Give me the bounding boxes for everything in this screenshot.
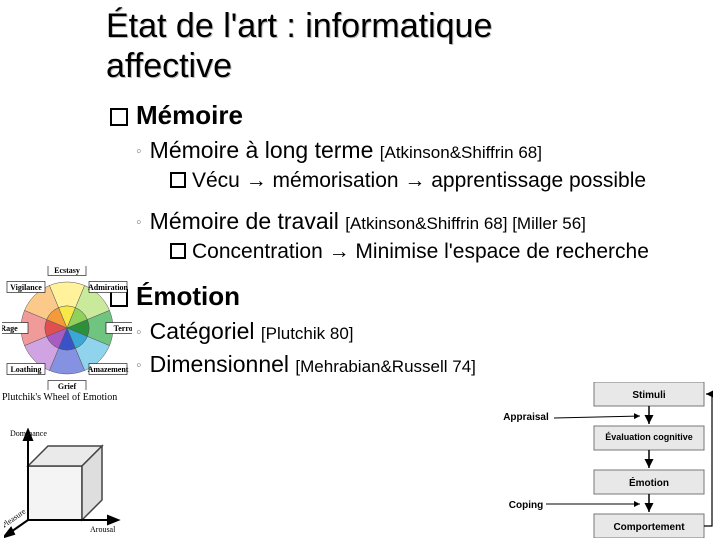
item-categoriel: ◦ Catégoriel [Plutchik 80] bbox=[136, 318, 690, 345]
square-bullet-icon bbox=[170, 243, 186, 259]
svg-text:Terror: Terror bbox=[114, 324, 132, 333]
lbl-appraisal: Appraisal bbox=[503, 412, 549, 423]
lbl-eval: Évaluation cognitive bbox=[605, 432, 693, 442]
h1-memoire: Mémoire bbox=[110, 100, 690, 131]
axis-dominance: Dominance bbox=[10, 429, 47, 438]
h1-emotion-text: Émotion bbox=[136, 281, 240, 311]
lbl-emotion: Émotion bbox=[629, 476, 669, 489]
item-dimensionnel: ◦ Dimensionnel [Mehrabian&Russell 74] bbox=[136, 351, 690, 378]
circle-bullet-icon: ◦ bbox=[136, 357, 142, 374]
cat-ref: [Plutchik 80] bbox=[261, 324, 354, 343]
mlt-ref: [Atkinson&Shiffrin 68] bbox=[380, 143, 542, 162]
h1-memoire-text: Mémoire bbox=[136, 100, 243, 130]
content-block: Mémoire ◦ Mémoire à long terme [Atkinson&… bbox=[110, 100, 690, 382]
mt-text: Mémoire de travail bbox=[150, 208, 346, 234]
slide-container: État de l'art : informatique affective M… bbox=[0, 0, 720, 540]
item-memoire-travail-sub: Concentration → Minimise l'espace de rec… bbox=[170, 239, 690, 265]
h1-emotion: Émotion bbox=[110, 281, 690, 312]
title-line2: affective bbox=[106, 47, 232, 85]
mlt-text: Mémoire à long terme bbox=[150, 137, 380, 163]
item-memoire-travail: ◦ Mémoire de travail [Atkinson&Shiffrin 6… bbox=[136, 208, 690, 235]
square-bullet-icon bbox=[110, 108, 128, 126]
dim-ref: [Mehrabian&Russell 74] bbox=[295, 357, 475, 376]
appraisal-diagram: Stimuli Évaluation cognitive Émotion Com… bbox=[454, 382, 716, 538]
dim-text: Dimensionnel bbox=[150, 351, 296, 377]
dimension-cube: Dominance Arousal Pleasure bbox=[4, 428, 122, 538]
svg-text:Vigilance: Vigilance bbox=[10, 283, 42, 292]
svg-text:Admiration: Admiration bbox=[88, 283, 129, 292]
svg-text:Amazement: Amazement bbox=[88, 365, 129, 374]
circle-bullet-icon: ◦ bbox=[136, 143, 142, 160]
lbl-stimuli: Stimuli bbox=[632, 390, 666, 401]
circle-bullet-icon: ◦ bbox=[136, 324, 142, 341]
plutchik-wheel-svg: Ecstasy Admiration Terror Amazement Grief Loa… bbox=[2, 266, 132, 390]
appraisal-svg: Stimuli Évaluation cognitive Émotion Com… bbox=[454, 382, 716, 538]
svg-text:Ecstasy: Ecstasy bbox=[54, 266, 80, 275]
plutchik-wheel: Ecstasy Admiration Terror Amazement Grief Loa… bbox=[2, 266, 132, 403]
mt-ref: [Atkinson&Shiffrin 68] [Miller 56] bbox=[345, 214, 586, 233]
slide-title: État de l'art : informatique affective bbox=[106, 6, 492, 86]
title-line1: État de l'art : informatique bbox=[106, 7, 492, 45]
cube-svg: Dominance Arousal Pleasure bbox=[4, 428, 122, 538]
lbl-comport: Comportement bbox=[613, 522, 685, 533]
svg-text:Loathing: Loathing bbox=[10, 365, 41, 374]
cat-text: Catégoriel bbox=[150, 318, 261, 344]
svg-text:Grief: Grief bbox=[58, 382, 77, 390]
lbl-coping: Coping bbox=[509, 500, 543, 511]
plutchik-caption: Plutchik's Wheel of Emotion bbox=[2, 392, 132, 403]
mt-sub: Concentration → Minimise l'espace de rec… bbox=[192, 240, 649, 263]
axis-pleasure: Pleasure bbox=[4, 506, 28, 529]
axis-arousal: Arousal bbox=[90, 525, 116, 534]
item-memoire-long: ◦ Mémoire à long terme [Atkinson&Shiffrin… bbox=[136, 137, 690, 164]
circle-bullet-icon: ◦ bbox=[136, 214, 142, 231]
svg-text:Rage: Rage bbox=[2, 324, 18, 333]
mlt-sub: Vécu → mémorisation → apprentissage poss… bbox=[192, 169, 646, 192]
square-bullet-icon bbox=[170, 172, 186, 188]
item-memoire-long-sub: Vécu → mémorisation → apprentissage poss… bbox=[170, 168, 690, 194]
